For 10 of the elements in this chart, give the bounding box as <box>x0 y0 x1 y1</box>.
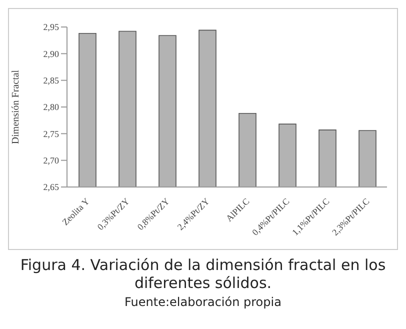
y-tick-label: 2,80 <box>43 102 60 112</box>
y-axis-title: Dimensión Fractal <box>10 70 22 144</box>
y-tick-label: 2,90 <box>43 48 60 59</box>
y-tick-label: 2,75 <box>43 128 60 139</box>
text: Figura 4. Variación de la dimensión fractal en los diferentes sólidos. <box>19 256 387 292</box>
y-tick-label: 2,70 <box>43 156 60 166</box>
y-tick-label: 2,65 <box>43 182 60 192</box>
y-tick-label: 2,85 <box>43 76 60 86</box>
y-tick-label: 2,95 <box>43 22 60 32</box>
source-note: Fuente:elaboración propia <box>124 295 282 309</box>
